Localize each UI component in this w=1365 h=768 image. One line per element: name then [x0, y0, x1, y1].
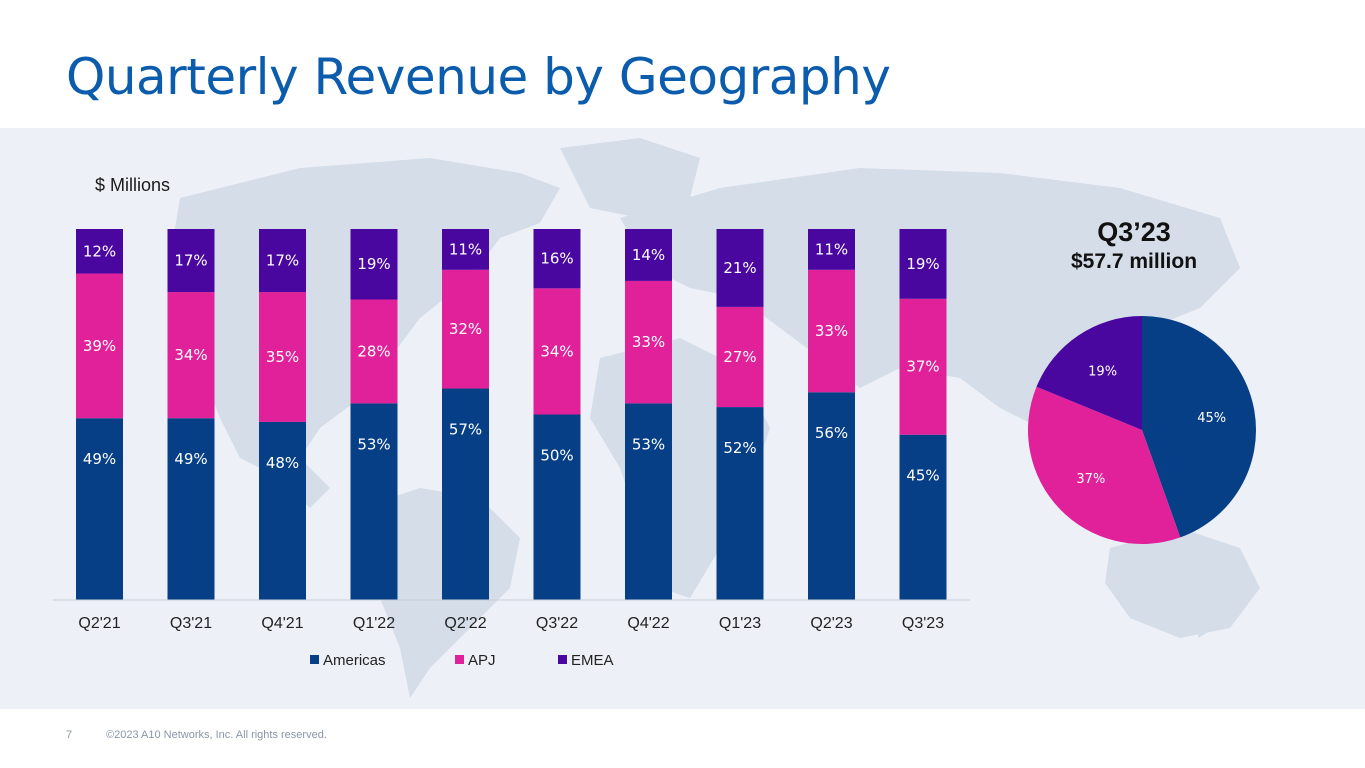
bar-label-emea-q2-21: 12% [83, 242, 116, 260]
map-greenland [560, 138, 700, 218]
bar-label-apj-q3-22: 34% [540, 342, 573, 360]
pie-slice-emea [1036, 316, 1142, 430]
bar-emea-q1-22 [350, 229, 398, 300]
pie-slice-americas [1142, 316, 1256, 538]
bar-apj-q2-21 [76, 273, 123, 419]
bar-label-apj-q1-22: 28% [357, 342, 390, 360]
bar-label-americas-q4-22: 53% [632, 435, 665, 453]
x-tick-label: Q2'21 [78, 615, 120, 632]
bar-label-emea-q3-22: 16% [540, 250, 573, 268]
pie-chart: 45% 37% 19% [1028, 316, 1256, 544]
bar-emea-q3-22 [533, 229, 581, 289]
legend-label-americas: Americas [323, 652, 386, 669]
bar-emea-q1-23 [716, 229, 764, 307]
bar-label-emea-q2-23: 11% [815, 240, 848, 258]
pie-label-emea: 19% [1088, 364, 1117, 379]
pie-subtitle: $57.7 million [1070, 250, 1198, 273]
bar-label-apj-q2-23: 33% [815, 322, 848, 340]
bar-emea-q2-22 [442, 229, 489, 270]
bar-label-americas-q2-23: 56% [815, 424, 848, 442]
bar-label-apj-q4-21: 35% [266, 348, 299, 366]
legend-label-apj: APJ [468, 652, 496, 669]
bar-apj-q1-23 [716, 306, 764, 408]
bar-label-apj-q2-21: 39% [83, 337, 116, 355]
bar-emea-q3-21 [167, 229, 215, 293]
bar-label-emea-q3-23: 19% [906, 255, 939, 273]
bar-label-americas-q4-21: 48% [266, 454, 299, 472]
bar-americas-q1-23 [716, 407, 764, 600]
page-number: 7 [66, 729, 73, 741]
bar-emea-q2-21 [76, 229, 123, 274]
bar-label-emea-q1-22: 19% [357, 255, 390, 273]
bar-americas-q4-22 [625, 403, 672, 600]
x-tick-label: Q4'22 [627, 615, 669, 632]
bar-apj-q3-23 [899, 298, 947, 435]
slide-title: Quarterly Revenue by Geography [66, 48, 891, 106]
bar-label-emea-q3-21: 17% [174, 252, 207, 270]
pie-slice-apj [1028, 386, 1181, 544]
legend-swatch-emea [558, 655, 567, 664]
bar-americas-q4-21 [259, 421, 306, 600]
pie-label-americas: 45% [1197, 411, 1226, 426]
bar-label-emea-q4-21: 17% [266, 252, 299, 270]
x-tick-label: Q1'22 [353, 615, 395, 632]
bar-americas-q3-21 [167, 418, 215, 600]
bar-emea-q2-23 [808, 229, 855, 270]
x-tick-label: Q3'21 [170, 615, 212, 632]
bar-label-americas-q1-23: 52% [723, 439, 756, 457]
bar-emea-q4-22 [625, 229, 672, 281]
bar-americas-q2-22 [442, 388, 489, 600]
bar-apj-q4-21 [259, 292, 306, 422]
units-label: $ Millions [95, 175, 171, 195]
bar-emea-q4-21 [259, 229, 306, 293]
copyright-notice: ©2023 A10 Networks, Inc. All rights rese… [106, 729, 327, 741]
legend-swatch-americas [310, 655, 319, 664]
bar-label-americas-q3-22: 50% [540, 447, 573, 465]
pie-label-apj: 37% [1076, 472, 1105, 487]
bar-label-apj-q3-21: 34% [174, 346, 207, 364]
bar-label-emea-q1-23: 21% [723, 259, 756, 277]
bar-label-americas-q3-21: 49% [174, 450, 207, 468]
bar-apj-q3-21 [167, 292, 215, 419]
bar-americas-q3-22 [533, 414, 581, 600]
bar-americas-q1-22 [350, 403, 398, 600]
bar-label-americas-q2-21: 49% [83, 450, 116, 468]
bar-label-apj-q4-22: 33% [632, 333, 665, 351]
x-tick-label: Q3'23 [902, 615, 944, 632]
bar-label-apj-q1-23: 27% [723, 348, 756, 366]
legend-label-emea: EMEA [571, 652, 614, 669]
bar-label-americas-q3-23: 45% [906, 467, 939, 485]
stacked-bar-chart: 49% 39% 12% 49% 34% 17% 48% 35% 17% 53% 28% 19% 57% 3… [53, 229, 970, 669]
x-tick-label: Q1'23 [719, 615, 761, 632]
bar-label-emea-q4-22: 14% [632, 246, 665, 264]
pie-title: Q3’23 [1097, 217, 1171, 247]
bar-americas-q3-23 [899, 434, 947, 600]
bar-apj-q1-22 [350, 299, 398, 404]
bar-label-apj-q2-22: 32% [449, 320, 482, 338]
bar-emea-q3-23 [899, 229, 947, 299]
bar-label-americas-q2-22: 57% [449, 421, 482, 439]
map-new-zealand [1198, 598, 1220, 638]
bar-americas-q2-21 [76, 418, 123, 600]
bar-apj-q4-22 [625, 280, 672, 404]
bar-americas-q2-23 [808, 392, 855, 600]
x-tick-label: Q2'23 [810, 615, 852, 632]
chart-panel: $ Millions 49% 39% 12% 49% 34% 17% 48% 35% 17% 53… [0, 128, 1365, 709]
bar-label-apj-q3-23: 37% [906, 358, 939, 376]
x-tick-label: Q3'22 [536, 615, 578, 632]
x-tick-label: Q4'21 [261, 615, 303, 632]
x-tick-label: Q2'22 [444, 615, 486, 632]
bar-label-emea-q2-22: 11% [449, 240, 482, 258]
legend-swatch-apj [455, 655, 464, 664]
map-australia [1105, 528, 1260, 638]
bar-apj-q2-22 [442, 269, 489, 389]
bar-label-americas-q1-22: 53% [357, 435, 390, 453]
bar-apj-q2-23 [808, 269, 855, 393]
bar-apj-q3-22 [533, 288, 581, 415]
